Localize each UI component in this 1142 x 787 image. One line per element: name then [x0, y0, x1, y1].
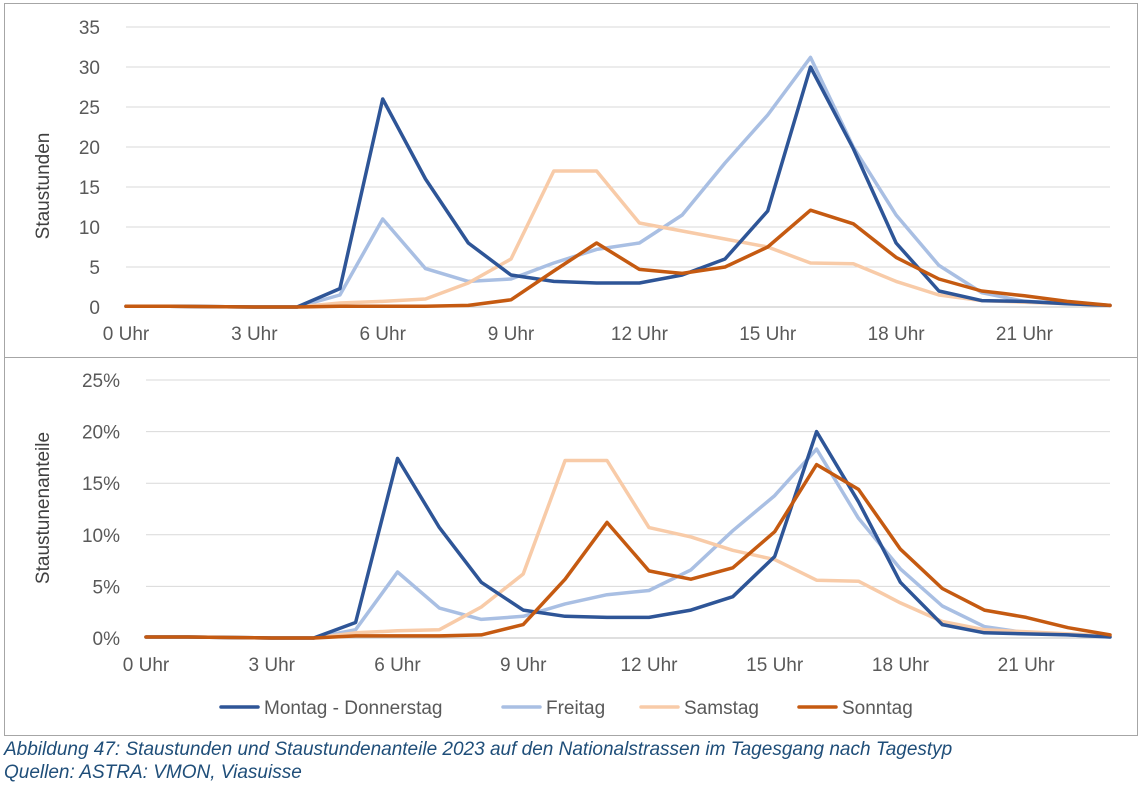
y-tick-label: 35: [79, 18, 100, 39]
caption-source: Quellen: ASTRA: VMON, Viasuisse: [4, 762, 302, 783]
x-tick-label: 0 Uhr: [103, 324, 150, 345]
y-tick-label: 5%: [93, 577, 121, 598]
chart-area: 0 5 10 15 20 25 30 35 0 Uhr 3 Uhr 6 Uhr 9 Uhr 12 Uh…: [4, 3, 1138, 736]
series-line-sonntag: [144, 462, 1112, 640]
caption-title: Abbildung 47: Staustunden und Staustunde…: [4, 739, 953, 760]
x-tick-label: 15 Uhr: [739, 324, 797, 345]
y-tick-label: 20%: [82, 423, 120, 444]
x-tick-label: 12 Uhr: [620, 655, 678, 676]
x-tick-label: 18 Uhr: [872, 655, 930, 676]
y-tick-labels: 0% 5% 10% 15% 20% 25%: [82, 371, 120, 650]
x-tick-label: 9 Uhr: [488, 324, 535, 345]
series-line-freitag: [124, 55, 1112, 309]
series-line-freitag: [144, 447, 1112, 640]
x-tick-label: 3 Uhr: [231, 324, 278, 345]
legend: Montag - Donnerstag Freitag Samstag Sonn…: [219, 698, 913, 719]
legend-label-montag-donnerstag: Montag - Donnerstag: [264, 698, 443, 719]
y-tick-label: 5: [89, 258, 100, 279]
series-lines: [124, 55, 1112, 309]
x-tick-label: 9 Uhr: [500, 655, 547, 676]
y-tick-label: 25%: [82, 371, 120, 392]
x-tick-label: 3 Uhr: [249, 655, 296, 676]
y-tick-label: 10: [79, 218, 100, 239]
series-lines: [144, 429, 1112, 640]
figure-caption: Abbildung 47: Staustunden und Staustunde…: [4, 738, 1140, 784]
x-tick-label: 15 Uhr: [746, 655, 804, 676]
x-tick-label: 0 Uhr: [123, 655, 170, 676]
legend-label-sonntag: Sonntag: [842, 698, 913, 719]
y-tick-label: 30: [79, 58, 100, 79]
x-tick-labels: 0 Uhr 3 Uhr 6 Uhr 9 Uhr 12 Uhr 15 Uhr 18 Uhr 21…: [103, 324, 1054, 345]
x-tick-label: 12 Uhr: [611, 324, 669, 345]
legend-label-freitag: Freitag: [546, 698, 605, 719]
y-tick-labels: 0 5 10 15 20 25 30 35: [79, 18, 100, 319]
x-tick-labels: 0 Uhr 3 Uhr 6 Uhr 9 Uhr 12 Uhr 15 Uhr 18 Uhr 21…: [123, 655, 1056, 676]
chart-staustunden: 0 5 10 15 20 25 30 35 0 Uhr 3 Uhr 6 Uhr 9 Uhr 12 Uh…: [33, 18, 1112, 345]
chart-frame: [4, 3, 1138, 736]
y-tick-label: 15%: [82, 474, 120, 495]
grid-lines: [126, 26, 1110, 308]
y-tick-label: 25: [79, 98, 100, 119]
y-tick-label: 10%: [82, 526, 120, 547]
y-tick-label: 20: [79, 138, 100, 159]
y-tick-label: 15: [79, 178, 100, 199]
x-tick-label: 21 Uhr: [998, 655, 1056, 676]
x-tick-label: 21 Uhr: [996, 324, 1054, 345]
x-tick-label: 18 Uhr: [868, 324, 926, 345]
chart-staustundenanteile: 0% 5% 10% 15% 20% 25% 0 Uhr 3 Uhr 6 Uhr 9 Uhr 12 …: [33, 371, 1112, 676]
legend-label-samstag: Samstag: [684, 698, 759, 719]
y-tick-label: 0%: [93, 629, 121, 650]
series-line-sonntag: [124, 208, 1112, 309]
x-tick-label: 6 Uhr: [359, 324, 406, 345]
x-tick-label: 6 Uhr: [374, 655, 421, 676]
y-tick-label: 0: [89, 298, 100, 319]
y-axis-label: Staustunenanteile: [33, 432, 54, 584]
y-axis-label: Staustunden: [33, 133, 54, 240]
